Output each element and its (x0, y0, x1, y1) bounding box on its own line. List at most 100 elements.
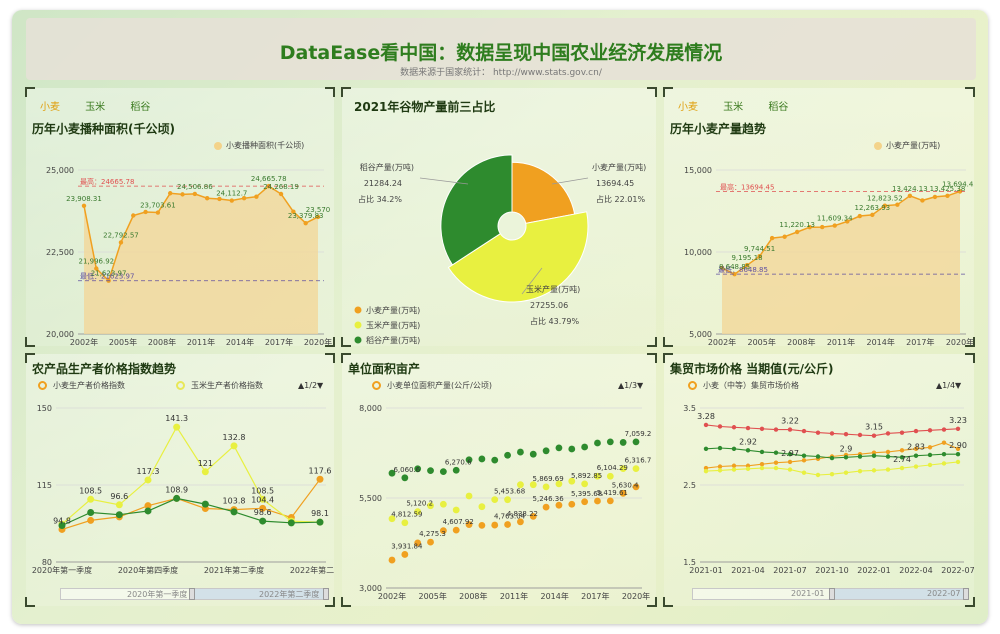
data-point (192, 191, 198, 197)
slider-end-label: 2022年第二季度 (259, 590, 320, 599)
data-point (529, 450, 537, 458)
data-point (745, 448, 751, 453)
data-point (945, 193, 950, 199)
data-label: 23,379.83 (288, 212, 324, 220)
legend-pager[interactable]: ▲1/2▼ (298, 381, 324, 390)
data-point (782, 234, 787, 239)
data-label: 6,104.29 (597, 464, 628, 472)
slider-handle-left[interactable] (829, 588, 835, 600)
data-label: 103.8 (223, 497, 246, 506)
data-point (632, 465, 640, 472)
data-label: 4,275.3 (419, 530, 446, 538)
x-tick-label: 2008年 (787, 337, 815, 346)
data-point (594, 439, 601, 447)
data-label: 4,838.22 (507, 510, 538, 518)
x-tick-label: 2011年 (500, 591, 528, 601)
data-point (478, 455, 486, 463)
x-tick-label: 2017年 (265, 337, 293, 346)
legend-pager[interactable]: ▲1/4▼ (936, 381, 962, 390)
data-point (529, 481, 537, 489)
data-label: 5,453.68 (494, 488, 525, 496)
dashboard: DataEase看中国：数据呈现中国农业经济发展情况 数据来源于国家统计： ht… (12, 10, 988, 624)
data-label: 121 (198, 459, 213, 468)
data-point (927, 445, 933, 450)
slider-handle-right[interactable] (963, 588, 969, 600)
data-point (555, 444, 563, 452)
x-tick-label: 2008年 (459, 591, 487, 601)
data-point (594, 497, 601, 505)
data-point (173, 494, 181, 502)
legend-item-corn[interactable]: 玉米生产者价格指数 (176, 380, 263, 391)
legend-item[interactable]: 小麦单位面积产量(公斤/公顷) (372, 380, 492, 391)
tab-wheat[interactable]: 小麦 (678, 102, 698, 113)
data-point (542, 483, 550, 491)
data-point (204, 196, 210, 201)
data-label: 3.22 (781, 417, 799, 426)
data-label: 12,823.52 (867, 195, 903, 203)
y-tick-label: 115 (37, 481, 52, 490)
data-point (144, 502, 152, 510)
data-point (504, 496, 511, 504)
legend-pager[interactable]: ▲1/3▼ (618, 381, 644, 390)
data-point (843, 470, 849, 475)
data-point (230, 442, 238, 450)
data-point (907, 193, 913, 199)
data-point (491, 456, 499, 464)
data-point (955, 446, 961, 452)
pie-slice (511, 161, 576, 224)
data-point (769, 235, 775, 241)
tab-wheat[interactable]: 小麦 (40, 102, 60, 113)
legend-item[interactable]: 小麦产量(万吨) (874, 140, 940, 151)
range-slider[interactable]: 2021-01 2022-07 (692, 588, 969, 600)
data-point (932, 194, 938, 200)
data-point (927, 462, 933, 468)
data-point (744, 262, 750, 268)
data-point (581, 480, 589, 488)
data-point (94, 266, 99, 271)
data-label: 22,792.57 (103, 231, 139, 239)
tab-rice[interactable]: 稻谷 (768, 102, 789, 113)
data-point (259, 517, 267, 525)
data-point (81, 203, 87, 209)
legend-swatch (354, 336, 362, 344)
data-point (115, 501, 123, 509)
data-label: 13,424.13 (892, 185, 928, 193)
panel-market-price: 集贸市场价格 当期值(元/公斤) 小麦（中等）集贸市场价格 ▲1/4▼ 3.5 2… (663, 353, 975, 607)
legend-item[interactable]: 小麦（中等）集贸市场价格 (688, 380, 799, 391)
data-point (606, 497, 614, 505)
range-slider[interactable]: 2020年第一季度 2022年第二季度 (60, 588, 329, 600)
data-point (717, 468, 723, 473)
data-label: 2.83 (907, 443, 925, 452)
data-label: 3,931.84 (391, 542, 423, 550)
data-label: 117.6 (309, 466, 332, 475)
slider-handle-left[interactable] (189, 588, 195, 600)
panel-price-index: 农产品生产者价格指数趋势 小麦生产者价格指数 玉米生产者价格指数 ▲1/2▼ 1… (25, 353, 335, 607)
legend-item-wheat[interactable]: 小麦生产者价格指数 (38, 380, 125, 391)
x-tick-label: 2021年第二季度 (204, 565, 264, 575)
series-line (83, 185, 319, 283)
tab-corn[interactable]: 玉米 (85, 102, 106, 113)
data-point (787, 459, 793, 465)
data-label: 108.9 (165, 485, 188, 494)
legend-item[interactable]: 小麦播种面积(千公顷) (214, 140, 304, 151)
data-point (955, 459, 961, 465)
data-label: 94.8 (53, 516, 71, 525)
tab-corn[interactable]: 玉米 (723, 102, 744, 113)
data-point (794, 229, 800, 235)
x-tick-label: 2020年 (946, 337, 974, 346)
data-point (316, 475, 324, 483)
data-point (303, 220, 308, 226)
data-point (452, 466, 460, 474)
data-label: 13,425.38 (930, 185, 966, 193)
data-point (899, 430, 905, 435)
x-tick-label: 2017年 (906, 337, 934, 346)
data-point (478, 521, 486, 529)
data-point (857, 432, 863, 438)
data-point (801, 453, 807, 458)
slider-handle-right[interactable] (323, 588, 329, 600)
tab-rice[interactable]: 稻谷 (130, 102, 151, 113)
y-tick-label: 25,000 (46, 166, 74, 175)
data-point (899, 455, 905, 460)
